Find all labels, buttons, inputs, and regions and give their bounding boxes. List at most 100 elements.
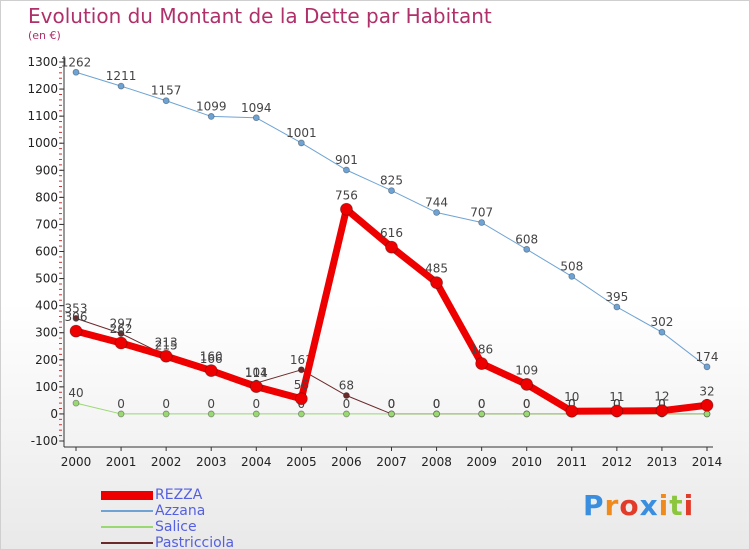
- data-point-salice: [433, 410, 440, 418]
- y-tick-label: 1000: [27, 136, 58, 150]
- proxiti-logo: Proxiti: [583, 489, 694, 522]
- legend-label: REZZA: [155, 487, 203, 503]
- logo-letter: i: [658, 489, 670, 522]
- data-label-rezza: 11: [609, 390, 624, 404]
- data-point-pastricciola: [343, 392, 350, 399]
- data-label-rezza: 186: [470, 343, 493, 357]
- x-tick-label: 2012: [602, 455, 633, 469]
- legend-label: Pastricciola: [155, 535, 235, 550]
- data-point-azzana: [523, 245, 531, 253]
- legend-swatch: [101, 526, 153, 528]
- x-tick-label: 2004: [241, 455, 272, 469]
- data-label-rezza: 109: [515, 363, 538, 377]
- data-label-rezza: 616: [380, 226, 403, 240]
- data-point-azzana: [343, 166, 350, 174]
- data-point-rezza: [385, 240, 398, 254]
- data-label-azzana: 1001: [286, 126, 317, 140]
- data-point-rezza: [520, 378, 534, 391]
- data-label-azzana: 395: [605, 290, 628, 304]
- data-point-azzana: [252, 114, 260, 122]
- data-label-rezza: 306: [65, 310, 88, 324]
- series-line-azzana: [75, 71, 708, 368]
- data-point-rezza: [204, 364, 218, 378]
- data-point-rezza: [114, 336, 128, 350]
- data-label-salice: 0: [207, 397, 215, 411]
- data-point-salice: [703, 410, 711, 418]
- data-label-pastricciola: 353: [65, 301, 88, 315]
- y-tick-label: -100: [31, 434, 58, 448]
- x-tick-label: 2011: [557, 455, 588, 469]
- data-point-salice: [388, 410, 395, 418]
- data-point-salice: [72, 399, 80, 407]
- data-point-salice: [207, 410, 215, 418]
- data-label-pastricciola: 68: [339, 379, 354, 393]
- data-label-salice: 0: [117, 397, 125, 411]
- data-point-rezza: [249, 380, 263, 393]
- logo-letter: i: [683, 489, 695, 522]
- data-label-rezza: 756: [335, 188, 358, 202]
- data-label-pastricciola: 0: [658, 397, 666, 411]
- y-tick-label: 800: [35, 190, 58, 204]
- legend-swatch: [101, 542, 153, 544]
- data-label-rezza: 101: [245, 366, 268, 380]
- data-label-azzana: 1099: [196, 99, 227, 113]
- data-point-rezza: [340, 202, 353, 216]
- data-point-rezza: [430, 276, 443, 290]
- logo-letter: o: [619, 489, 640, 522]
- data-label-azzana: 901: [335, 153, 358, 167]
- data-point-salice: [478, 410, 486, 418]
- y-tick-label: 1200: [27, 82, 58, 96]
- x-tick-label: 2003: [196, 455, 227, 469]
- data-label-azzana: 302: [650, 315, 673, 329]
- logo-letter: P: [583, 489, 605, 522]
- data-point-salice: [117, 410, 125, 418]
- data-label-salice: 0: [433, 397, 441, 411]
- data-label-azzana: 825: [380, 174, 403, 188]
- logo-letter: t: [669, 489, 684, 522]
- data-label-azzana: 1157: [151, 84, 182, 98]
- y-tick-label: 1100: [27, 109, 58, 123]
- data-point-pastricciola: [72, 314, 80, 322]
- y-tick-label: 200: [35, 353, 58, 367]
- data-label-pastricciola: 0: [523, 397, 531, 411]
- data-label-pastricciola: 166: [200, 352, 223, 366]
- data-label-pastricciola: 215: [155, 339, 178, 353]
- x-tick-label: 2008: [421, 455, 452, 469]
- data-label-salice: 0: [388, 397, 396, 411]
- data-label-pastricciola: 297: [110, 317, 133, 331]
- data-label-salice: 0: [478, 397, 486, 411]
- data-point-salice: [252, 410, 260, 418]
- data-point-azzana: [703, 363, 711, 371]
- data-point-azzana: [162, 97, 170, 105]
- data-label-rezza: 12: [654, 390, 669, 404]
- x-tick-label: 2006: [331, 455, 362, 469]
- legend-swatch: [101, 491, 153, 500]
- data-label-salice: 0: [613, 397, 621, 411]
- data-label-pastricciola: 0: [433, 397, 441, 411]
- data-label-salice: 40: [68, 386, 83, 400]
- data-label-pastricciola: 114: [245, 366, 268, 380]
- data-point-salice: [297, 410, 305, 418]
- data-label-pastricciola: 0: [613, 397, 621, 411]
- x-tick-label: 2001: [106, 455, 137, 469]
- data-label-pastricciola: 0: [568, 397, 576, 411]
- legend-swatch: [101, 510, 153, 512]
- x-tick-label: 2010: [511, 455, 542, 469]
- data-label-salice: 0: [568, 397, 576, 411]
- y-tick-label: 100: [35, 380, 58, 394]
- data-label-azzana: 1262: [61, 55, 92, 69]
- data-point-rezza: [475, 357, 489, 370]
- x-tick-label: 2005: [286, 455, 317, 469]
- data-label-salice: 0: [162, 397, 170, 411]
- logo-letter: r: [604, 489, 620, 522]
- data-point-rezza: [294, 392, 308, 406]
- legend-label: Salice: [155, 519, 197, 535]
- data-point-salice: [343, 410, 350, 418]
- data-label-azzana: 608: [515, 232, 538, 246]
- legend-label: Azzana: [155, 503, 206, 519]
- y-tick-label: 900: [35, 163, 58, 177]
- data-label-rezza: 262: [110, 322, 133, 336]
- data-label-salice: 0: [523, 397, 531, 411]
